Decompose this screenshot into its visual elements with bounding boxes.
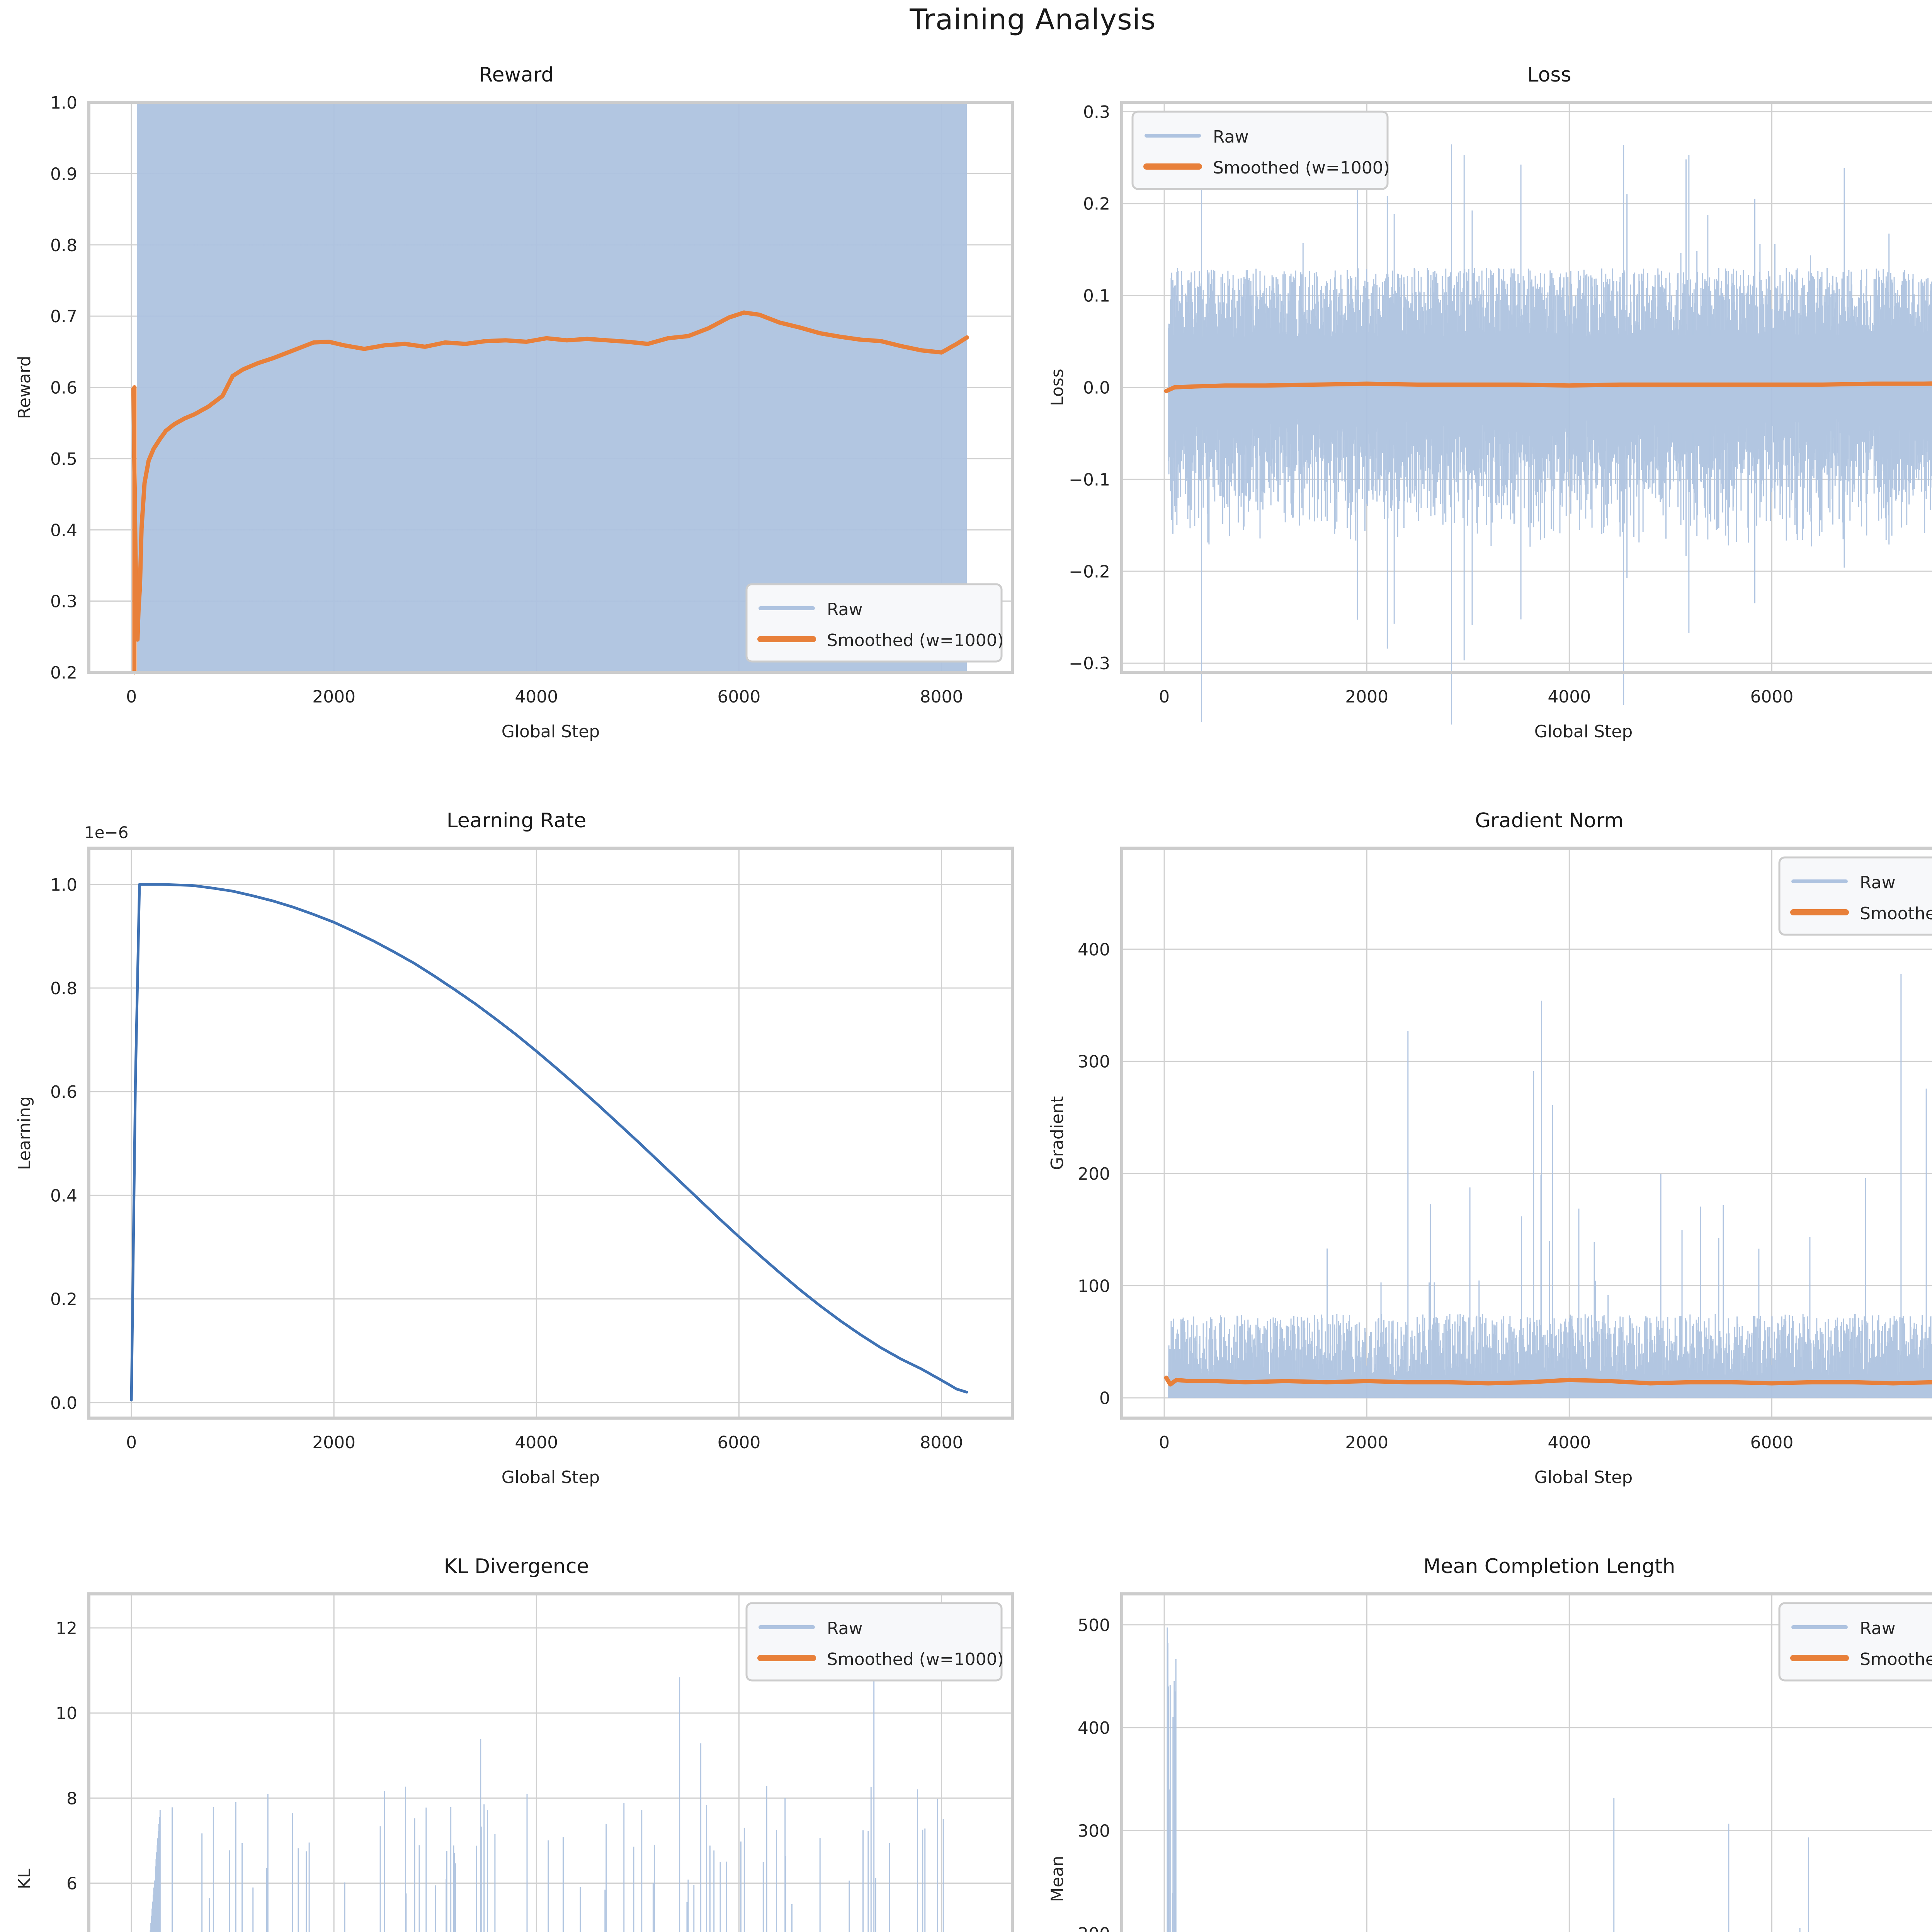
svg-text:0: 0 [1159,687,1170,707]
svg-text:−0.3: −0.3 [1069,654,1110,673]
svg-text:2000: 2000 [312,687,355,707]
svg-text:200: 200 [1078,1164,1110,1184]
subplot-title-kl-divergence: KL Divergence [444,1555,589,1578]
svg-text:Global Step: Global Step [502,1468,600,1487]
svg-text:300: 300 [1078,1052,1110,1072]
svg-text:8000: 8000 [920,687,963,707]
svg-text:Global Step: Global Step [502,722,600,742]
svg-text:0.9: 0.9 [50,164,77,184]
loss-plot: −0.3−0.2−0.10.00.10.20.30200040006000800… [1048,101,1932,742]
svg-text:0.3: 0.3 [1083,102,1110,122]
svg-text:100: 100 [1078,1276,1110,1296]
svg-text:Global Step: Global Step [1534,722,1633,742]
svg-text:Smoothed (w=1000): Smoothed (w=1000) [827,631,1004,650]
svg-text:400: 400 [1078,940,1110,959]
svg-text:0: 0 [126,1433,137,1452]
svg-text:6000: 6000 [717,687,760,707]
svg-text:0.2: 0.2 [50,663,77,683]
svg-text:0: 0 [1099,1389,1110,1408]
svg-text:0.6: 0.6 [50,1082,77,1102]
subplot-gradient-norm: Gradient Norm 0 100 200 300 400 0 2000 4000 6000… [1033,804,1932,1549]
svg-text:0.7: 0.7 [50,307,77,327]
svg-text:Global Step: Global Step [1534,1468,1633,1487]
svg-text:8000: 8000 [920,1433,963,1452]
learning-rate-plot: 0.0 0.2 0.4 0.6 0.8 1.0 0 2000 4000 6000 8000 Globa… [15,823,1014,1487]
svg-text:Learning: Learning [15,1096,34,1170]
figure-suptitle: Training Analysis [910,3,1156,36]
subplot-kl-divergence: KL Divergence 02468101202000400060008000… [0,1549,1033,1932]
svg-text:−0.2: −0.2 [1069,562,1110,582]
svg-text:1e−6: 1e−6 [84,823,128,842]
svg-text:4000: 4000 [1548,1433,1591,1452]
svg-text:Loss: Loss [1048,369,1067,406]
svg-text:1.0: 1.0 [50,93,77,113]
svg-text:Raw: Raw [1213,127,1249,147]
svg-text:0.3: 0.3 [50,592,77,612]
svg-text:Gradient: Gradient [1048,1096,1067,1170]
svg-text:0.8: 0.8 [50,236,77,255]
gradient-norm-plot: 010020030040002000400060008000Global Ste… [1048,847,1932,1487]
svg-text:Raw: Raw [1860,873,1896,893]
svg-text:0.0: 0.0 [1083,378,1110,398]
svg-text:0.1: 0.1 [1083,286,1110,306]
svg-text:0.2: 0.2 [1083,194,1110,214]
svg-text:6000: 6000 [717,1433,760,1452]
subplot-title-loss: Loss [1527,63,1571,87]
svg-text:6000: 6000 [1750,1433,1793,1452]
svg-text:2000: 2000 [312,1433,355,1452]
svg-text:0: 0 [1159,1433,1170,1452]
mean-completion-length-plot: 010020030040050002000400060008000Global … [1048,1592,1932,1932]
svg-text:−0.1: −0.1 [1069,470,1110,490]
subplot-title-reward: Reward [479,63,554,87]
svg-text:0.2: 0.2 [50,1290,77,1310]
svg-text:Smoothed (w=1000): Smoothed (w=1000) [1213,158,1390,178]
svg-text:0.4: 0.4 [50,1186,77,1206]
svg-text:0: 0 [126,687,137,707]
subplot-grid: Reward 0.2 0.3 0.4 0.5 0.6 0.7 0.8 0.9 1.0 0 2000 4… [0,58,1932,1932]
subplot-reward: Reward 0.2 0.3 0.4 0.5 0.6 0.7 0.8 0.9 1.0 0 2000 4… [0,58,1033,804]
svg-text:2000: 2000 [1345,1433,1388,1452]
svg-text:0.0: 0.0 [50,1393,77,1413]
svg-text:4000: 4000 [1548,687,1591,707]
svg-text:6000: 6000 [1750,687,1793,707]
subplot-mean-completion-length: Mean Completion Length 01002003004005000… [1033,1549,1932,1932]
svg-text:0.6: 0.6 [50,378,77,398]
svg-text:4000: 4000 [515,1433,558,1452]
svg-text:0.5: 0.5 [50,449,77,469]
svg-text:4000: 4000 [515,687,558,707]
subplot-learning-rate: Learning Rate 0.0 0.2 0.4 0.6 0.8 1.0 0 2000 400… [0,804,1033,1549]
svg-text:0.8: 0.8 [50,979,77,998]
svg-text:2000: 2000 [1345,687,1388,707]
reward-plot: 0.2 0.3 0.4 0.5 0.6 0.7 0.8 0.9 1.0 0 2000 4000 6000… [15,93,1014,742]
subplot-title-learning-rate: Learning Rate [446,809,587,832]
kl-divergence-plot: 02468101202000400060008000Global StepKLR… [15,1592,1014,1932]
svg-text:Raw: Raw [827,600,863,619]
subplot-title-gradient-norm: Gradient Norm [1475,809,1624,832]
svg-text:Reward: Reward [15,356,34,419]
svg-text:Smoothed (w=1000): Smoothed (w=1000) [1860,904,1932,923]
svg-text:0.4: 0.4 [50,520,77,540]
subplot-loss: Loss −0.3 −0.2 −0.1 0.0 0.1 0.2 0.3 0 2000 4000 60… [1033,58,1932,804]
svg-text:1.0: 1.0 [50,875,77,895]
subplot-title-mean-completion-length: Mean Completion Length [1423,1555,1675,1578]
